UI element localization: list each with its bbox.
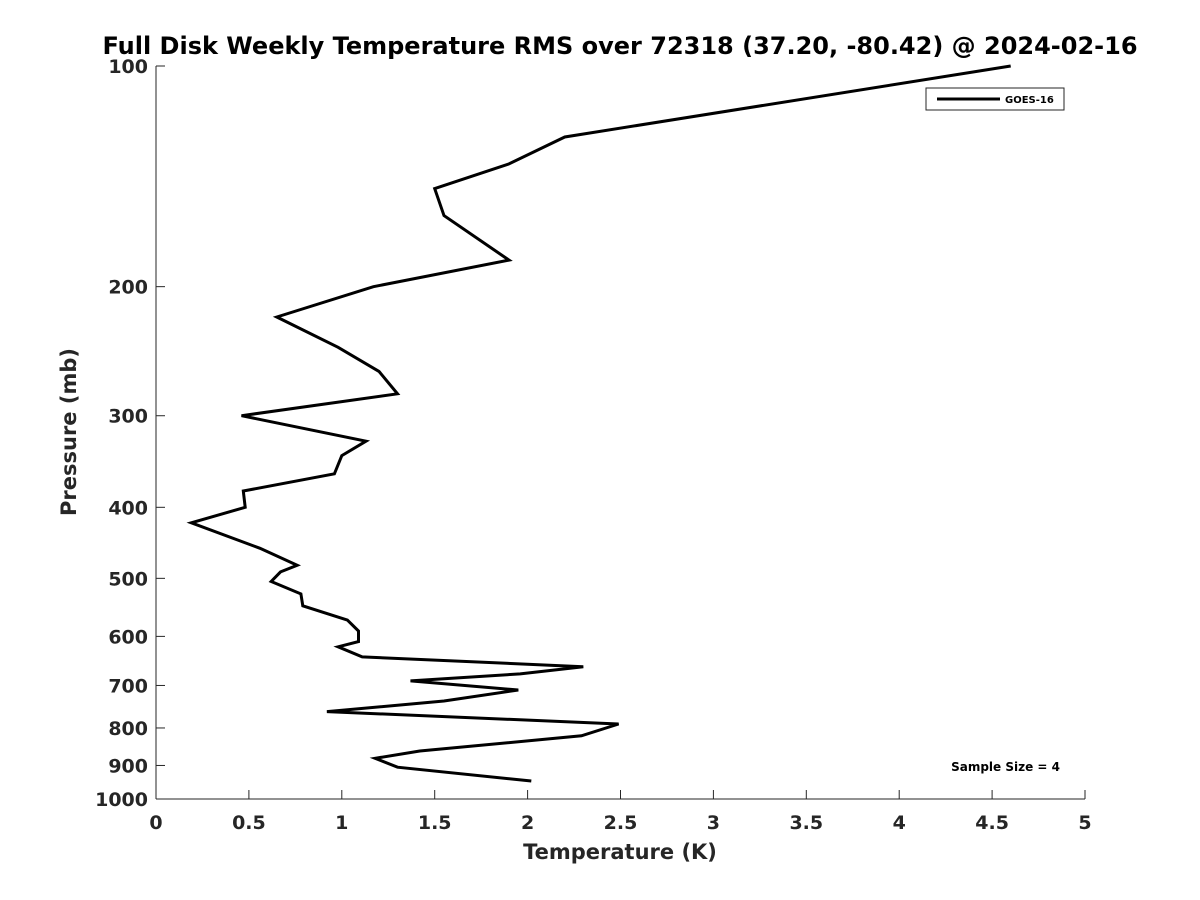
y-tick-label: 700: [108, 675, 148, 697]
x-tick-label: 4.5: [975, 812, 1009, 834]
y-tick-label: 200: [108, 277, 148, 299]
x-tick-label: 3: [707, 812, 720, 834]
x-tick-label: 0.5: [232, 812, 266, 834]
y-tick-label: 900: [108, 755, 148, 777]
y-tick-label: 600: [108, 626, 148, 648]
legend: GOES-16: [925, 87, 1065, 111]
y-ticks: 100 200 300 400 500 600 700 800 900 1000: [95, 56, 165, 811]
y-tick-label: 400: [108, 497, 148, 519]
plot-axes: [155, 66, 1085, 800]
y-axis-label: Pressure (mb): [57, 348, 81, 516]
x-axis-label: Temperature (K): [523, 840, 717, 864]
chart-title: Full Disk Weekly Temperature RMS over 72…: [102, 32, 1137, 60]
x-tick-label: 5: [1078, 812, 1091, 834]
x-tick-label: 2: [521, 812, 534, 834]
x-tick-label: 4: [893, 812, 906, 834]
x-tick-label: 1: [335, 812, 348, 834]
x-tick-label: 1.5: [418, 812, 452, 834]
sample-size-annotation: Sample Size = 4: [951, 760, 1060, 774]
y-tick-label: 800: [108, 718, 148, 740]
x-tick-label: 3.5: [789, 812, 823, 834]
x-tick-label: 2.5: [604, 812, 638, 834]
series-group: [186, 64, 1011, 783]
y-tick-label: 300: [108, 406, 148, 428]
x-ticks: 0 0.5 1 1.5 2 2.5 3 3.5 4 4.5 5: [149, 790, 1092, 834]
series-line-goes-16: [186, 64, 1011, 783]
y-tick-label: 1000: [95, 789, 148, 811]
y-tick-label: 500: [108, 568, 148, 590]
y-tick-label: 100: [108, 56, 148, 78]
legend-label: GOES-16: [1005, 95, 1054, 106]
x-tick-label: 0: [149, 812, 162, 834]
